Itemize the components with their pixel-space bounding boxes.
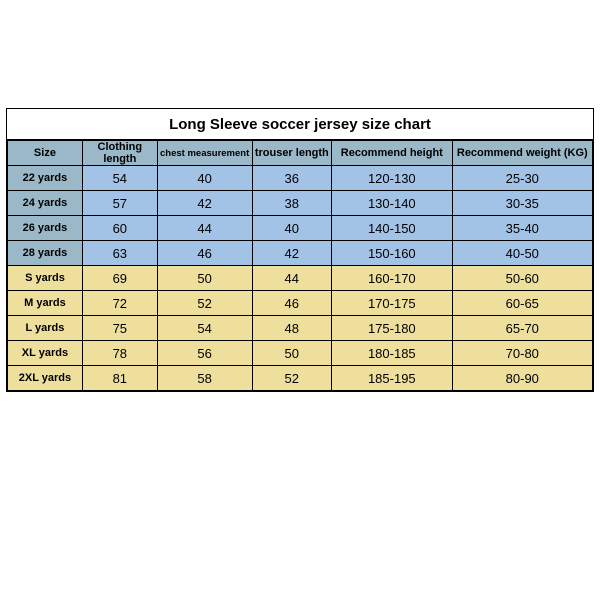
- cell-value: 57: [82, 191, 157, 216]
- cell-value: 40: [157, 166, 252, 191]
- cell-value: 35-40: [452, 216, 592, 241]
- col-rec-weight: Recommend weight (KG): [452, 141, 592, 166]
- cell-value: 80-90: [452, 366, 592, 391]
- cell-size: S yards: [8, 266, 83, 291]
- table-header-row: Size Clothing length chest measurement t…: [8, 141, 593, 166]
- table-row: XL yards785650180-18570-80: [8, 341, 593, 366]
- cell-value: 70-80: [452, 341, 592, 366]
- cell-size: M yards: [8, 291, 83, 316]
- col-clothing-length: Clothing length: [82, 141, 157, 166]
- cell-value: 65-70: [452, 316, 592, 341]
- page-canvas: Long Sleeve soccer jersey size chart Siz…: [0, 0, 600, 600]
- cell-value: 150-160: [332, 241, 453, 266]
- cell-size: 24 yards: [8, 191, 83, 216]
- cell-value: 175-180: [332, 316, 453, 341]
- cell-value: 25-30: [452, 166, 592, 191]
- cell-value: 180-185: [332, 341, 453, 366]
- cell-value: 170-175: [332, 291, 453, 316]
- cell-size: L yards: [8, 316, 83, 341]
- cell-value: 44: [157, 216, 252, 241]
- table-row: 28 yards634642150-16040-50: [8, 241, 593, 266]
- table-row: 24 yards574238130-14030-35: [8, 191, 593, 216]
- cell-value: 60: [82, 216, 157, 241]
- table-row: M yards725246170-17560-65: [8, 291, 593, 316]
- table-row: L yards755448175-18065-70: [8, 316, 593, 341]
- cell-value: 46: [157, 241, 252, 266]
- cell-value: 63: [82, 241, 157, 266]
- cell-value: 120-130: [332, 166, 453, 191]
- size-table: Size Clothing length chest measurement t…: [7, 140, 593, 391]
- cell-value: 48: [252, 316, 332, 341]
- cell-value: 44: [252, 266, 332, 291]
- cell-value: 56: [157, 341, 252, 366]
- cell-value: 69: [82, 266, 157, 291]
- cell-size: XL yards: [8, 341, 83, 366]
- cell-value: 50: [157, 266, 252, 291]
- cell-value: 42: [252, 241, 332, 266]
- table-row: S yards695044160-17050-60: [8, 266, 593, 291]
- cell-value: 42: [157, 191, 252, 216]
- cell-value: 46: [252, 291, 332, 316]
- cell-value: 160-170: [332, 266, 453, 291]
- cell-value: 40-50: [452, 241, 592, 266]
- cell-size: 26 yards: [8, 216, 83, 241]
- table-row: 2XL yards815852185-19580-90: [8, 366, 593, 391]
- table-row: 22 yards544036120-13025-30: [8, 166, 593, 191]
- cell-size: 28 yards: [8, 241, 83, 266]
- cell-size: 22 yards: [8, 166, 83, 191]
- cell-value: 78: [82, 341, 157, 366]
- col-size: Size: [8, 141, 83, 166]
- cell-value: 130-140: [332, 191, 453, 216]
- cell-value: 140-150: [332, 216, 453, 241]
- cell-value: 52: [252, 366, 332, 391]
- cell-value: 38: [252, 191, 332, 216]
- col-chest: chest measurement: [157, 141, 252, 166]
- cell-value: 36: [252, 166, 332, 191]
- table-row: 26 yards604440140-15035-40: [8, 216, 593, 241]
- cell-value: 40: [252, 216, 332, 241]
- cell-value: 50: [252, 341, 332, 366]
- cell-value: 54: [157, 316, 252, 341]
- cell-value: 72: [82, 291, 157, 316]
- cell-value: 54: [82, 166, 157, 191]
- cell-value: 185-195: [332, 366, 453, 391]
- cell-value: 30-35: [452, 191, 592, 216]
- cell-value: 60-65: [452, 291, 592, 316]
- cell-value: 75: [82, 316, 157, 341]
- chart-title: Long Sleeve soccer jersey size chart: [7, 109, 593, 140]
- size-chart: Long Sleeve soccer jersey size chart Siz…: [6, 108, 594, 392]
- cell-value: 50-60: [452, 266, 592, 291]
- col-rec-height: Recommend height: [332, 141, 453, 166]
- cell-value: 58: [157, 366, 252, 391]
- col-trouser-length: trouser length: [252, 141, 332, 166]
- cell-value: 81: [82, 366, 157, 391]
- cell-value: 52: [157, 291, 252, 316]
- table-body: 22 yards544036120-13025-3024 yards574238…: [8, 166, 593, 391]
- cell-size: 2XL yards: [8, 366, 83, 391]
